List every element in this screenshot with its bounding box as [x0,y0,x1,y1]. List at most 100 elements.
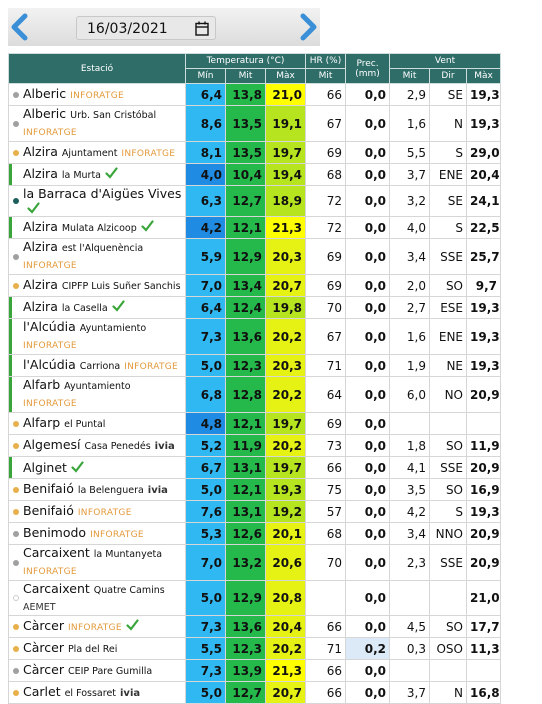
status-dot [13,149,19,156]
wind-dir: ENE [429,318,467,355]
station-name: Alberic [23,106,67,121]
station-row: Benifaió la Belenguera ivia 5,0 12,1 19,3 75… [8,478,502,501]
temp-mit: 12,1 [225,216,266,239]
data-source: ivia [120,688,141,699]
temp-min: 6,3 [185,185,226,217]
wind-mit: 3,4 [389,238,430,275]
wind-mit: 4,2 [389,500,430,523]
wind-dir: NNO [429,522,467,545]
wind-mit: 6,0 [389,376,430,413]
verified-check [126,618,139,631]
station-row: Benimodo INFORATGE 5,3 12,6 20,1 68 0,0 3,4 NNO… [8,522,502,545]
wind-dir: SO [429,478,467,501]
station-place: CEIP Pare Gumilla [67,666,153,677]
temp-min: 4,2 [185,216,226,239]
station-cell: Càrcer INFORATGE [8,615,186,638]
station-row: Càrcer CEIP Pare Gumilla 7,3 13,9 21,3 66 0,0 [8,659,502,682]
data-source: ivia [147,485,168,496]
wind-dir: N [429,681,467,704]
temp-mit: 12,7 [225,681,266,704]
temp-mit: 12,1 [225,412,266,435]
temp-min: 7,3 [185,659,226,682]
hr-mit: 67 [305,318,346,355]
prec: 0,0 [345,105,390,142]
temp-mit: 12,4 [225,296,266,319]
temp-max: 20,8 [265,580,306,616]
prec: 0,2 [345,637,390,660]
temp-min: 8,1 [185,141,226,164]
wind-mit: 1,9 [389,354,430,377]
prev-day-button[interactable] [8,13,34,41]
temp-min: 5,0 [185,354,226,377]
station-cell: l'Alcúdia Ayuntamiento INFORATGE [8,318,186,355]
temp-max: 20,2 [265,376,306,413]
wind-mit: 1,8 [389,434,430,457]
station-place: el Fossaret [64,688,117,699]
station-row: Alzira Ajuntament INFORATGE 8,1 13,5 19,7 69… [8,141,502,164]
data-source: INFORATGE [70,90,124,101]
hr-mit: 66 [305,681,346,704]
temp-mit: 11,9 [225,434,266,457]
temp-min: 5,5 [185,637,226,660]
status-dot [13,198,19,204]
wind-mit: 2,0 [389,274,430,297]
sub-header: Mit [389,68,430,84]
prec: 0,0 [345,580,390,616]
temp-mit: 13,8 [225,83,266,106]
station-name: Algemesí [23,437,81,452]
station-place: la Murta [61,170,101,181]
data-source: INFORATGE [23,399,77,409]
hr-mit: 66 [305,83,346,106]
hr-mit: 68 [305,522,346,545]
verified-check [112,300,125,312]
temp-mit: 13,1 [225,500,266,523]
date-input[interactable]: 16/03/2021 [76,16,216,40]
wind-max: 20,9 [465,456,502,479]
sub-header: Mín [185,68,226,84]
wind-mit [389,659,430,682]
station-place: la Casella [61,303,108,314]
next-day-button[interactable] [294,13,320,41]
station-place: la Muntanyeta [93,549,163,560]
temp-min: 5,9 [185,238,226,275]
wind-dir: ENE [429,163,467,186]
data-source: ivia [154,441,175,452]
temp-min: 5,2 [185,434,226,457]
verified-check [71,461,84,473]
hr-mit: 71 [305,637,346,660]
temp-min: 6,8 [185,376,226,413]
station-place: Ajuntament [61,147,118,159]
wind-dir: SE [429,83,467,106]
wind-mit: 5,5 [389,141,430,164]
station-cell: Alzira la Murta [8,163,186,186]
status-dot [13,91,19,98]
wind-mit: 2,3 [389,544,430,581]
wind-mit: 0,3 [389,637,430,660]
temp-mit: 12,6 [225,522,266,545]
wind-mit: 4,1 [389,456,430,479]
station-name: Alzira [23,143,58,159]
wind-max: 19,3 [465,83,502,106]
hr-mit: 69 [305,238,346,275]
station-name: Càrcer [23,640,64,655]
station-name: Alzira [23,299,58,314]
calendar-icon[interactable] [195,21,209,36]
wind-max: 19,3 [465,500,502,523]
station-cell: Alzira Ajuntament INFORATGE [8,141,186,164]
station-row: Alginet 6,7 13,1 19,7 66 0,0 4,1 SSE 20,9 [8,456,502,479]
wind-dir: SO [429,615,467,638]
station-cell: Alfarp el Puntal [8,412,186,435]
prec: 0,0 [345,522,390,545]
hr-mit: 66 [305,615,346,638]
wind-dir: N [429,105,467,142]
temp-min: 4,0 [185,163,226,186]
temp-min: 7,6 [185,500,226,523]
temp-max: 19,7 [265,412,306,435]
station-name: Alzira [23,166,58,181]
station-name: Alfarp [23,415,61,430]
station-row: Alfarb Ayuntamiento INFORATGE 6,8 12,8 20,2… [8,376,502,413]
wind-max: 19,3 [465,296,502,319]
status-dot [13,508,19,515]
hr-mit: 75 [305,478,346,501]
station-place: Urb. San Cristóbal [70,110,157,121]
